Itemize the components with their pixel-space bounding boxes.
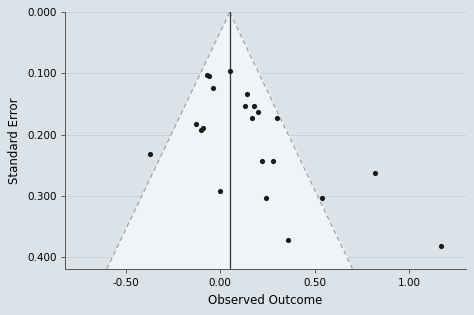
Point: [243, 91, 250, 96]
Point: [254, 109, 262, 114]
Point: [250, 103, 258, 108]
Point: [146, 152, 154, 157]
Point: [248, 116, 256, 121]
Point: [319, 195, 326, 200]
Point: [200, 126, 207, 131]
Point: [371, 171, 379, 176]
Point: [258, 158, 265, 163]
Point: [284, 237, 292, 242]
Point: [438, 243, 445, 248]
Point: [203, 73, 211, 78]
Point: [226, 68, 234, 73]
Point: [209, 85, 217, 90]
X-axis label: Observed Outcome: Observed Outcome: [209, 294, 323, 307]
Point: [262, 195, 269, 200]
Point: [217, 189, 224, 194]
Point: [273, 116, 281, 121]
Point: [205, 73, 213, 78]
Point: [241, 103, 248, 108]
Y-axis label: Standard Error: Standard Error: [9, 97, 21, 184]
Point: [269, 158, 277, 163]
Point: [192, 122, 200, 127]
Point: [198, 127, 205, 132]
